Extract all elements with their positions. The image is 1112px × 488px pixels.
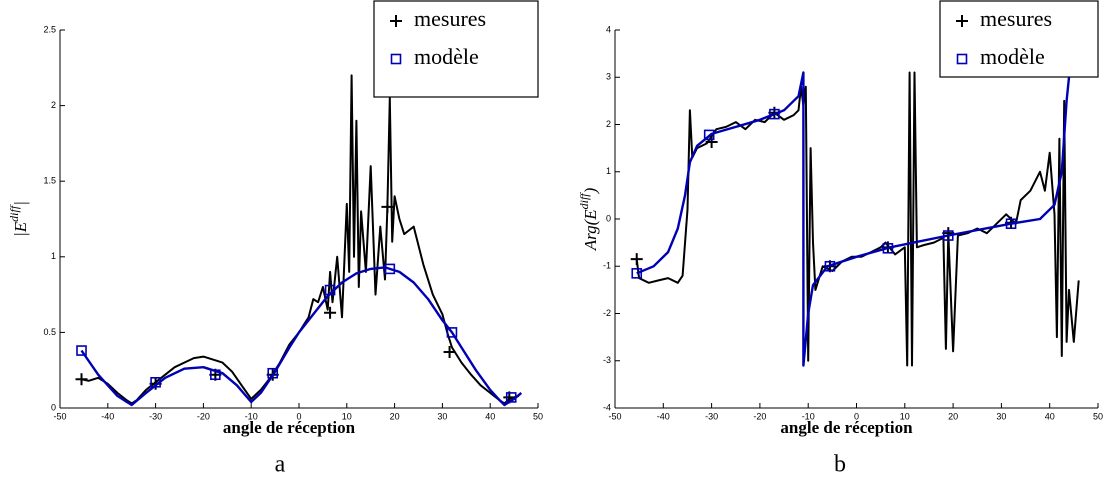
data-line — [636, 71, 1071, 367]
x-tick-label: 0 — [854, 411, 859, 421]
y-axis-label-sup: diff — [577, 192, 591, 210]
marker-square — [267, 367, 279, 379]
legend: mesures modèle — [373, 0, 539, 98]
x-tick-label: 50 — [533, 411, 543, 421]
marker-square — [505, 392, 517, 403]
x-axis-label: angle de réception — [223, 418, 356, 437]
marker-square — [942, 230, 954, 241]
x-tick-label: -40 — [101, 411, 114, 421]
legend-box — [373, 0, 539, 98]
y-tick-label: 4 — [606, 24, 611, 34]
x-tick-label: -40 — [657, 411, 670, 421]
panel-caption: a — [275, 452, 286, 478]
legend-marker — [390, 15, 402, 27]
y-tick-label: 1 — [51, 251, 56, 261]
marker-square — [1005, 218, 1017, 230]
marker-square — [384, 263, 396, 275]
y-tick-label: 1.5 — [43, 176, 56, 186]
x-tick-label: -50 — [608, 411, 621, 421]
marker-plus — [381, 200, 394, 213]
y-tick-label: 0 — [51, 402, 56, 412]
y-axis-label-suffix: ) — [581, 187, 600, 194]
x-tick-label: 30 — [996, 411, 1006, 421]
x-tick-label: 20 — [390, 411, 400, 421]
legend: mesures modèle — [939, 0, 1099, 78]
y-axis-label-prefix: Arg( — [581, 218, 600, 251]
marker-square — [76, 345, 87, 356]
legend-marker — [390, 53, 402, 65]
marker-square — [324, 284, 336, 296]
x-tick-label: -20 — [197, 411, 210, 421]
y-axis-label-base: E — [581, 209, 600, 221]
x-tick-label: -50 — [53, 411, 66, 421]
x-tick-label: 40 — [1045, 411, 1055, 421]
y-tick-label: 2 — [51, 100, 56, 110]
x-tick-label: 10 — [342, 411, 352, 421]
marker-square — [882, 242, 894, 254]
marker-plus — [630, 253, 643, 266]
y-tick-label: -1 — [603, 261, 611, 271]
y-axis-label-suffix: | — [11, 201, 30, 206]
y-axis-label-base: E — [11, 221, 30, 233]
x-tick-label: 20 — [948, 411, 958, 421]
y-axis-label: |Ediff| — [7, 201, 30, 237]
x-tick-label: 50 — [1093, 411, 1103, 421]
x-axis-label: angle de réception — [780, 418, 913, 437]
legend-box — [939, 0, 1099, 78]
y-tick-label: 2.5 — [43, 24, 56, 34]
marker-plus — [324, 306, 337, 319]
y-tick-label: 3 — [606, 72, 611, 82]
x-tick-label: -20 — [753, 411, 766, 421]
x-tick-label: 40 — [485, 411, 495, 421]
y-axis-label-sup: diff — [7, 204, 21, 222]
marker-square — [150, 376, 161, 388]
legend-label: modèle — [414, 44, 479, 69]
x-tick-label: -10 — [245, 411, 258, 421]
marker-square — [210, 369, 221, 381]
panel-caption: b — [834, 452, 846, 478]
legend-label: mesures — [980, 6, 1052, 31]
legend-marker — [956, 53, 968, 65]
marker-plus — [705, 135, 718, 148]
legend-label: modèle — [980, 44, 1045, 69]
y-tick-label: 0 — [606, 213, 611, 223]
y-tick-label: -3 — [603, 355, 611, 365]
data-line — [81, 74, 520, 405]
marker-square — [824, 260, 836, 272]
x-tick-label: -30 — [705, 411, 718, 421]
data-line — [80, 266, 523, 407]
y-axis-label: Arg(Ediff) — [577, 187, 600, 251]
legend-label: mesures — [414, 6, 486, 31]
x-tick-label: 30 — [437, 411, 447, 421]
y-axis-label-prefix: | — [11, 232, 30, 237]
marker-square — [446, 327, 458, 338]
legend-marker — [956, 15, 968, 27]
x-tick-label: -30 — [149, 411, 162, 421]
marker-plus — [443, 346, 456, 359]
marker-square — [703, 129, 715, 141]
marker-plus — [75, 373, 88, 386]
y-tick-label: 2 — [606, 119, 611, 129]
x-tick-label: 0 — [296, 411, 301, 421]
chart-panel: -50 -40 -30 -20 -10 0 10 20 30 40 50 0 0.5 1 1.5 2 2.5 me… — [7, 0, 543, 478]
x-tick-label: 10 — [900, 411, 910, 421]
y-tick-label: 1 — [606, 166, 611, 176]
marker-square — [769, 108, 780, 120]
y-tick-label: -2 — [603, 308, 611, 318]
x-tick-label: -10 — [802, 411, 815, 421]
y-tick-label: -4 — [603, 402, 611, 412]
marker-square — [631, 268, 643, 279]
y-tick-label: 0.5 — [43, 327, 56, 337]
